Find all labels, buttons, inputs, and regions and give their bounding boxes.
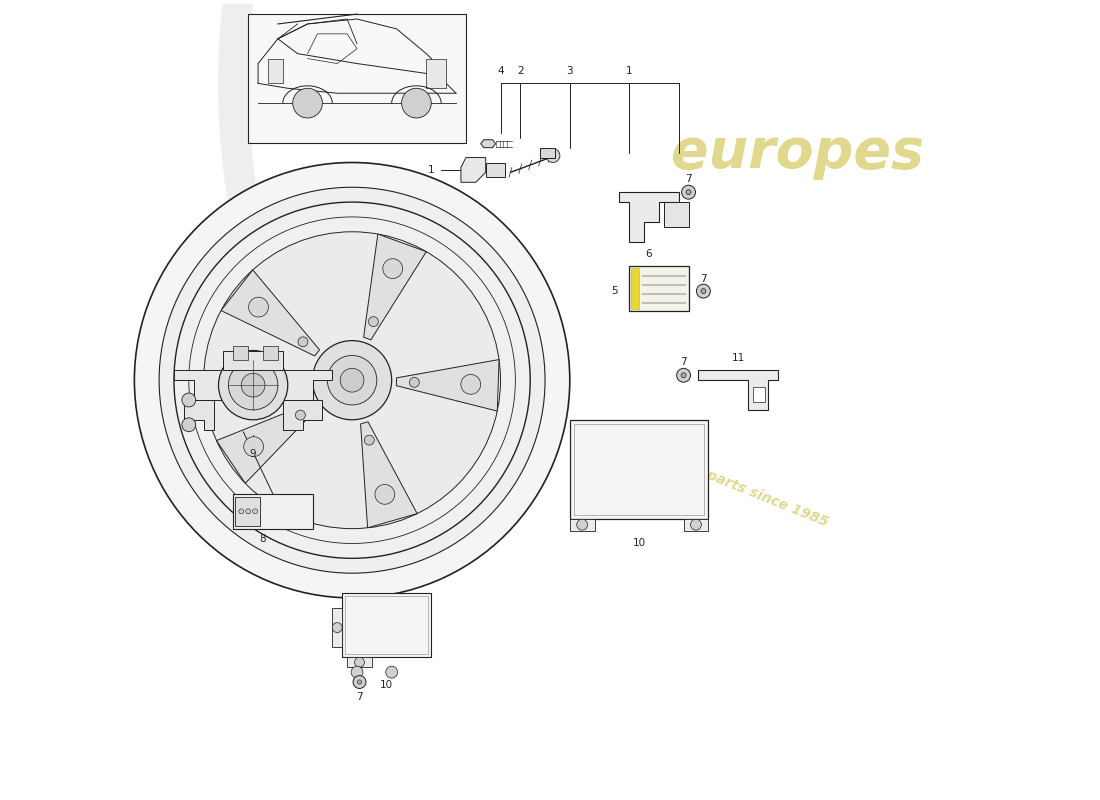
- Circle shape: [298, 337, 308, 346]
- Circle shape: [296, 410, 306, 420]
- Circle shape: [676, 368, 691, 382]
- Circle shape: [204, 232, 500, 529]
- Circle shape: [383, 258, 403, 278]
- Bar: [235, 497, 260, 526]
- Polygon shape: [283, 400, 322, 430]
- Bar: [427, 58, 447, 88]
- Circle shape: [386, 666, 397, 678]
- Polygon shape: [184, 400, 213, 430]
- Circle shape: [134, 162, 570, 598]
- Circle shape: [182, 418, 196, 432]
- Bar: [268, 58, 283, 83]
- Circle shape: [160, 187, 546, 573]
- Circle shape: [358, 680, 362, 684]
- Polygon shape: [619, 192, 679, 242]
- Circle shape: [340, 368, 364, 392]
- Bar: [631, 268, 639, 309]
- Text: europes: europes: [671, 126, 924, 180]
- Text: 7: 7: [356, 692, 363, 702]
- Bar: [233, 494, 312, 529]
- Circle shape: [253, 509, 257, 514]
- Text: 6: 6: [646, 249, 652, 258]
- Circle shape: [312, 341, 392, 420]
- Circle shape: [691, 519, 702, 530]
- Text: 9: 9: [250, 450, 256, 459]
- Polygon shape: [481, 140, 496, 148]
- Circle shape: [364, 435, 374, 445]
- Text: 2: 2: [517, 66, 524, 77]
- Circle shape: [229, 361, 278, 410]
- Bar: [348, 658, 372, 667]
- Text: 7: 7: [685, 174, 692, 184]
- Circle shape: [332, 622, 342, 633]
- Text: 7: 7: [700, 274, 706, 284]
- Bar: [223, 350, 283, 370]
- Bar: [683, 518, 708, 530]
- Circle shape: [353, 675, 366, 689]
- Bar: [570, 420, 708, 518]
- Polygon shape: [174, 370, 332, 400]
- Circle shape: [245, 509, 251, 514]
- Text: a passion for parts since 1985: a passion for parts since 1985: [606, 429, 830, 530]
- Circle shape: [293, 88, 322, 118]
- Text: 11: 11: [732, 354, 745, 363]
- Text: 4: 4: [497, 66, 504, 77]
- Text: 10: 10: [632, 538, 646, 549]
- Circle shape: [174, 202, 530, 558]
- Bar: [332, 608, 342, 647]
- Polygon shape: [396, 359, 499, 411]
- Circle shape: [681, 373, 686, 378]
- Circle shape: [368, 317, 378, 326]
- Circle shape: [375, 485, 395, 504]
- Polygon shape: [221, 270, 319, 356]
- Circle shape: [328, 355, 377, 405]
- Circle shape: [682, 186, 695, 199]
- Bar: [342, 593, 431, 658]
- Text: 1: 1: [428, 166, 435, 175]
- Bar: [540, 148, 554, 158]
- Circle shape: [241, 374, 265, 397]
- Bar: [233, 346, 249, 361]
- Polygon shape: [361, 422, 417, 528]
- Text: 7: 7: [680, 358, 686, 367]
- Bar: [663, 202, 689, 227]
- Circle shape: [696, 284, 711, 298]
- Circle shape: [461, 374, 481, 394]
- Polygon shape: [486, 162, 506, 178]
- Circle shape: [239, 509, 244, 514]
- Circle shape: [701, 289, 706, 294]
- Bar: [263, 346, 278, 361]
- Circle shape: [244, 437, 264, 457]
- Circle shape: [249, 298, 268, 317]
- Circle shape: [182, 393, 196, 407]
- Polygon shape: [217, 402, 318, 483]
- Circle shape: [354, 658, 364, 667]
- Bar: [249, 14, 466, 142]
- Text: 5: 5: [610, 286, 617, 296]
- Bar: [629, 266, 689, 311]
- Polygon shape: [461, 158, 486, 182]
- Circle shape: [219, 350, 288, 420]
- Polygon shape: [698, 370, 778, 410]
- Circle shape: [546, 149, 560, 162]
- Text: 3: 3: [566, 66, 573, 77]
- Text: 8: 8: [260, 534, 266, 543]
- Polygon shape: [364, 234, 427, 340]
- Circle shape: [351, 666, 363, 678]
- Circle shape: [576, 519, 587, 530]
- Text: 10: 10: [381, 680, 394, 690]
- Circle shape: [686, 190, 691, 194]
- Bar: [570, 518, 594, 530]
- Bar: [345, 596, 428, 654]
- Bar: [752, 387, 764, 402]
- Bar: [574, 424, 704, 514]
- Text: 1: 1: [626, 66, 632, 77]
- Circle shape: [402, 88, 431, 118]
- Circle shape: [409, 378, 419, 387]
